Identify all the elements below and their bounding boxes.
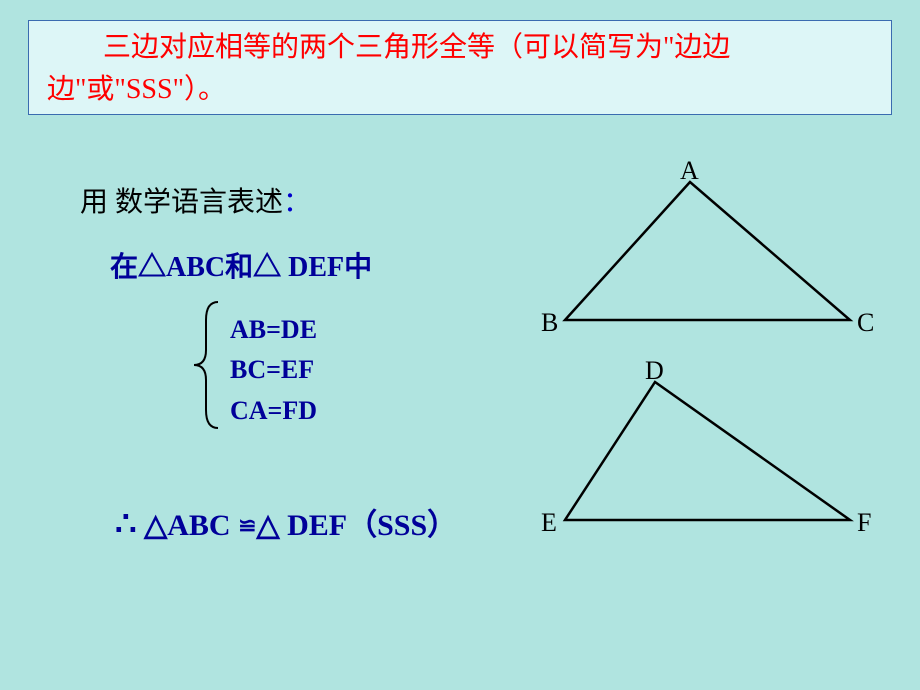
theorem-text: 三边对应相等的两个三角形全等（可以简写为"边边边"或"SSS"）。 [47,27,873,111]
triangle-def-svg [545,370,885,550]
conclusion: ∴ △ABC ≌△ DEF（SSS） [115,500,457,544]
theorem-box: 三边对应相等的两个三角形全等（可以简写为"边边边"或"SSS"）。 [28,20,892,115]
condition-2: BC=EF [230,350,317,390]
triangle-def: D E F [545,370,885,550]
congruent-symbol: ≌ [238,513,256,538]
therefore-symbol: ∴ [115,506,137,543]
triangle-abc-shape [565,182,850,320]
triangle-abc-svg [545,170,885,350]
conclusion-part1: △ABC [137,509,238,542]
vertex-label-e: E [541,508,557,538]
left-brace [188,300,228,430]
condition-3: CA=FD [230,391,317,431]
vertex-label-c: C [857,308,874,338]
vertex-label-b: B [541,308,558,338]
math-language-colon: ： [283,187,311,218]
condition-1: AB=DE [230,310,317,350]
math-language-text: 用 数学语言表述 [80,187,283,218]
vertex-label-f: F [857,508,871,538]
vertex-label-d: D [645,356,664,386]
math-language-label: 用 数学语言表述： [80,180,311,220]
triangle-def-shape [565,382,850,520]
given-statement: 在△ABC和△ DEF中 [110,245,372,285]
conclusion-part2: △ DEF（SSS） [257,509,458,542]
vertex-label-a: A [680,156,699,186]
conditions-block: AB=DE BC=EF CA=FD [230,310,317,431]
triangle-abc: A B C [545,170,885,350]
